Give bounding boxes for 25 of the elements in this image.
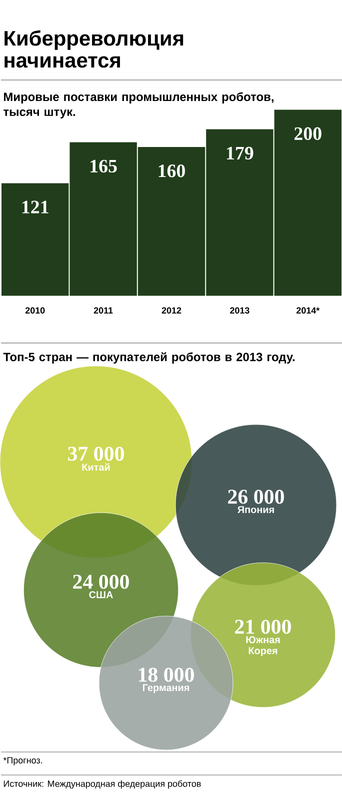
data-label: 26 000 [228,490,284,504]
data-label: 200 [294,127,322,140]
text: Топ-5 стран — покупателей роботов в 2013 году. [3,352,294,364]
x-tick-label: 2013 [230,307,250,314]
category-label: Германия [142,684,189,694]
x-tick-label: 2014* [296,307,320,314]
data-label: 21 000 [234,620,291,634]
data-label: 160 [158,164,185,178]
x-tick-label: 2011 [94,307,113,314]
data-label: 179 [226,146,254,160]
chart-subtitle: Мировые поставки промышленных роботов, тысяч штук. [3,92,274,118]
x-tick-label: 2012 [162,307,181,314]
data-label: 165 [90,160,117,173]
x-tick-label: 2010 [25,307,45,314]
category-label: США [89,591,113,598]
text: Источник: Международная федерация роботов [4,780,201,789]
data-label: 121 [22,200,48,214]
category-label: Китай [82,463,110,471]
category-label: Южная Корея [246,636,280,656]
data-label: 24 000 [72,574,129,589]
text: *Прогноз. [3,757,42,766]
data-label: 18 000 [138,668,194,682]
chart-title: Киберреволюция начинается [4,30,183,68]
category-label: Япония [237,506,274,514]
data-label: 37 000 [68,446,124,461]
